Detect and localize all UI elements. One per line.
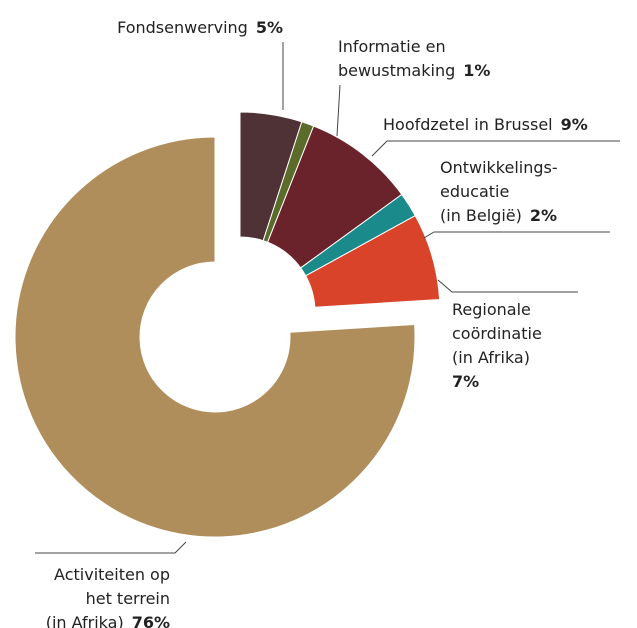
slice (14, 136, 416, 538)
slice-label: Ontwikkelings- (440, 158, 558, 177)
value-label: 2% (530, 206, 557, 225)
label-text: bewustmaking (338, 61, 455, 80)
label-text: Activiteiten op (54, 565, 170, 584)
slice-label: Informatie en (338, 37, 446, 56)
slice-label: bewustmaking 1% (338, 61, 490, 80)
label-text: Hoofdzetel in Brussel (383, 115, 553, 134)
slice-label: (in Afrika) (452, 348, 530, 367)
leader-line (423, 231, 610, 239)
label-text: het terrein (86, 589, 170, 608)
slice-label: het terrein (86, 589, 170, 608)
label-text: Fondsenwerving (117, 18, 248, 37)
slice-label: Fondsenwerving 5% (117, 18, 283, 37)
value-label: 1% (463, 61, 490, 80)
label-text: (in Afrika) (46, 613, 124, 628)
slice-label: (in Afrika) 76% (46, 613, 170, 628)
slice-label: (in België) 2% (440, 206, 557, 225)
value-label-text: 7% (452, 372, 479, 391)
label-text: educatie (440, 182, 509, 201)
label-text: (in België) (440, 206, 522, 225)
leader-line (371, 140, 620, 157)
label-text: Ontwikkelings- (440, 158, 558, 177)
slice-label: Regionale (452, 300, 531, 319)
label-text: (in Afrika) (452, 348, 530, 367)
leader-line (35, 541, 187, 554)
leader-line (336, 84, 341, 137)
slice-label: Activiteiten op (54, 565, 170, 584)
value-label: 76% (132, 613, 170, 628)
value-label: 9% (561, 115, 588, 134)
label-text: Informatie en (338, 37, 446, 56)
slice-label: educatie (440, 182, 509, 201)
label-text: coördinatie (452, 324, 542, 343)
slice-label: coördinatie (452, 324, 542, 343)
value-label: 7% (452, 372, 479, 391)
leader-line (437, 279, 578, 293)
slice-label: Hoofdzetel in Brussel 9% (383, 115, 588, 134)
label-text: Regionale (452, 300, 531, 319)
value-label: 5% (256, 18, 283, 37)
